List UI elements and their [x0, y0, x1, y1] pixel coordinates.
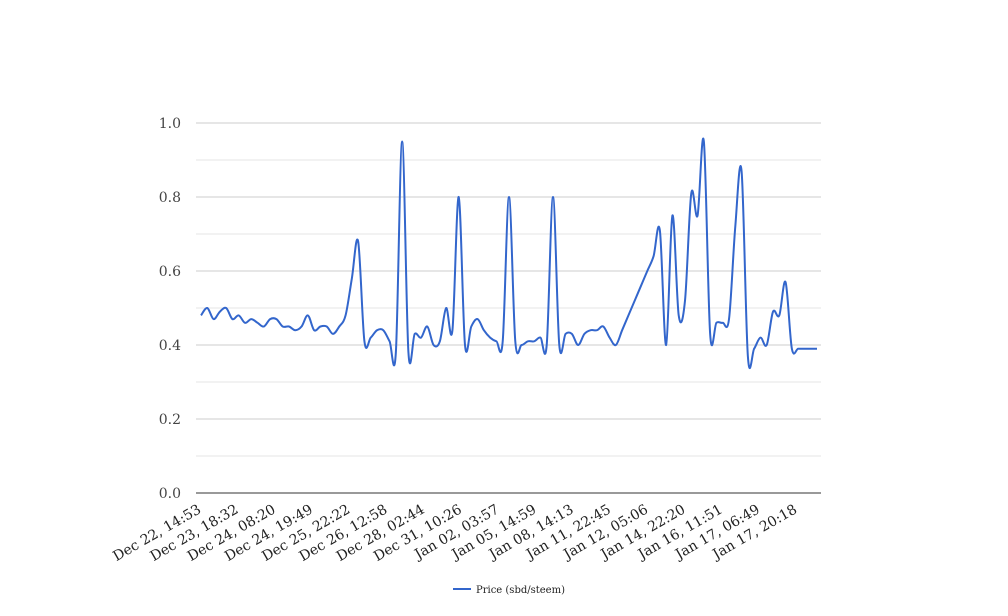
- y-tick-label: 1.0: [159, 116, 181, 132]
- legend: Price (sbd/steem): [453, 585, 565, 596]
- y-tick-label: 0.2: [159, 412, 181, 428]
- y-tick-label: 0.0: [159, 486, 181, 502]
- y-tick-label: 0.4: [159, 338, 181, 354]
- y-axis-ticks: 0.0 0.2 0.4 0.6 0.8 1.0: [159, 116, 181, 502]
- series-layer: [200, 137, 817, 370]
- grid-layer: [196, 122, 821, 494]
- series-line-price: [200, 137, 817, 370]
- y-tick-label: 0.6: [159, 264, 181, 280]
- legend-label: Price (sbd/steem): [476, 585, 565, 596]
- y-tick-label: 0.8: [159, 190, 181, 206]
